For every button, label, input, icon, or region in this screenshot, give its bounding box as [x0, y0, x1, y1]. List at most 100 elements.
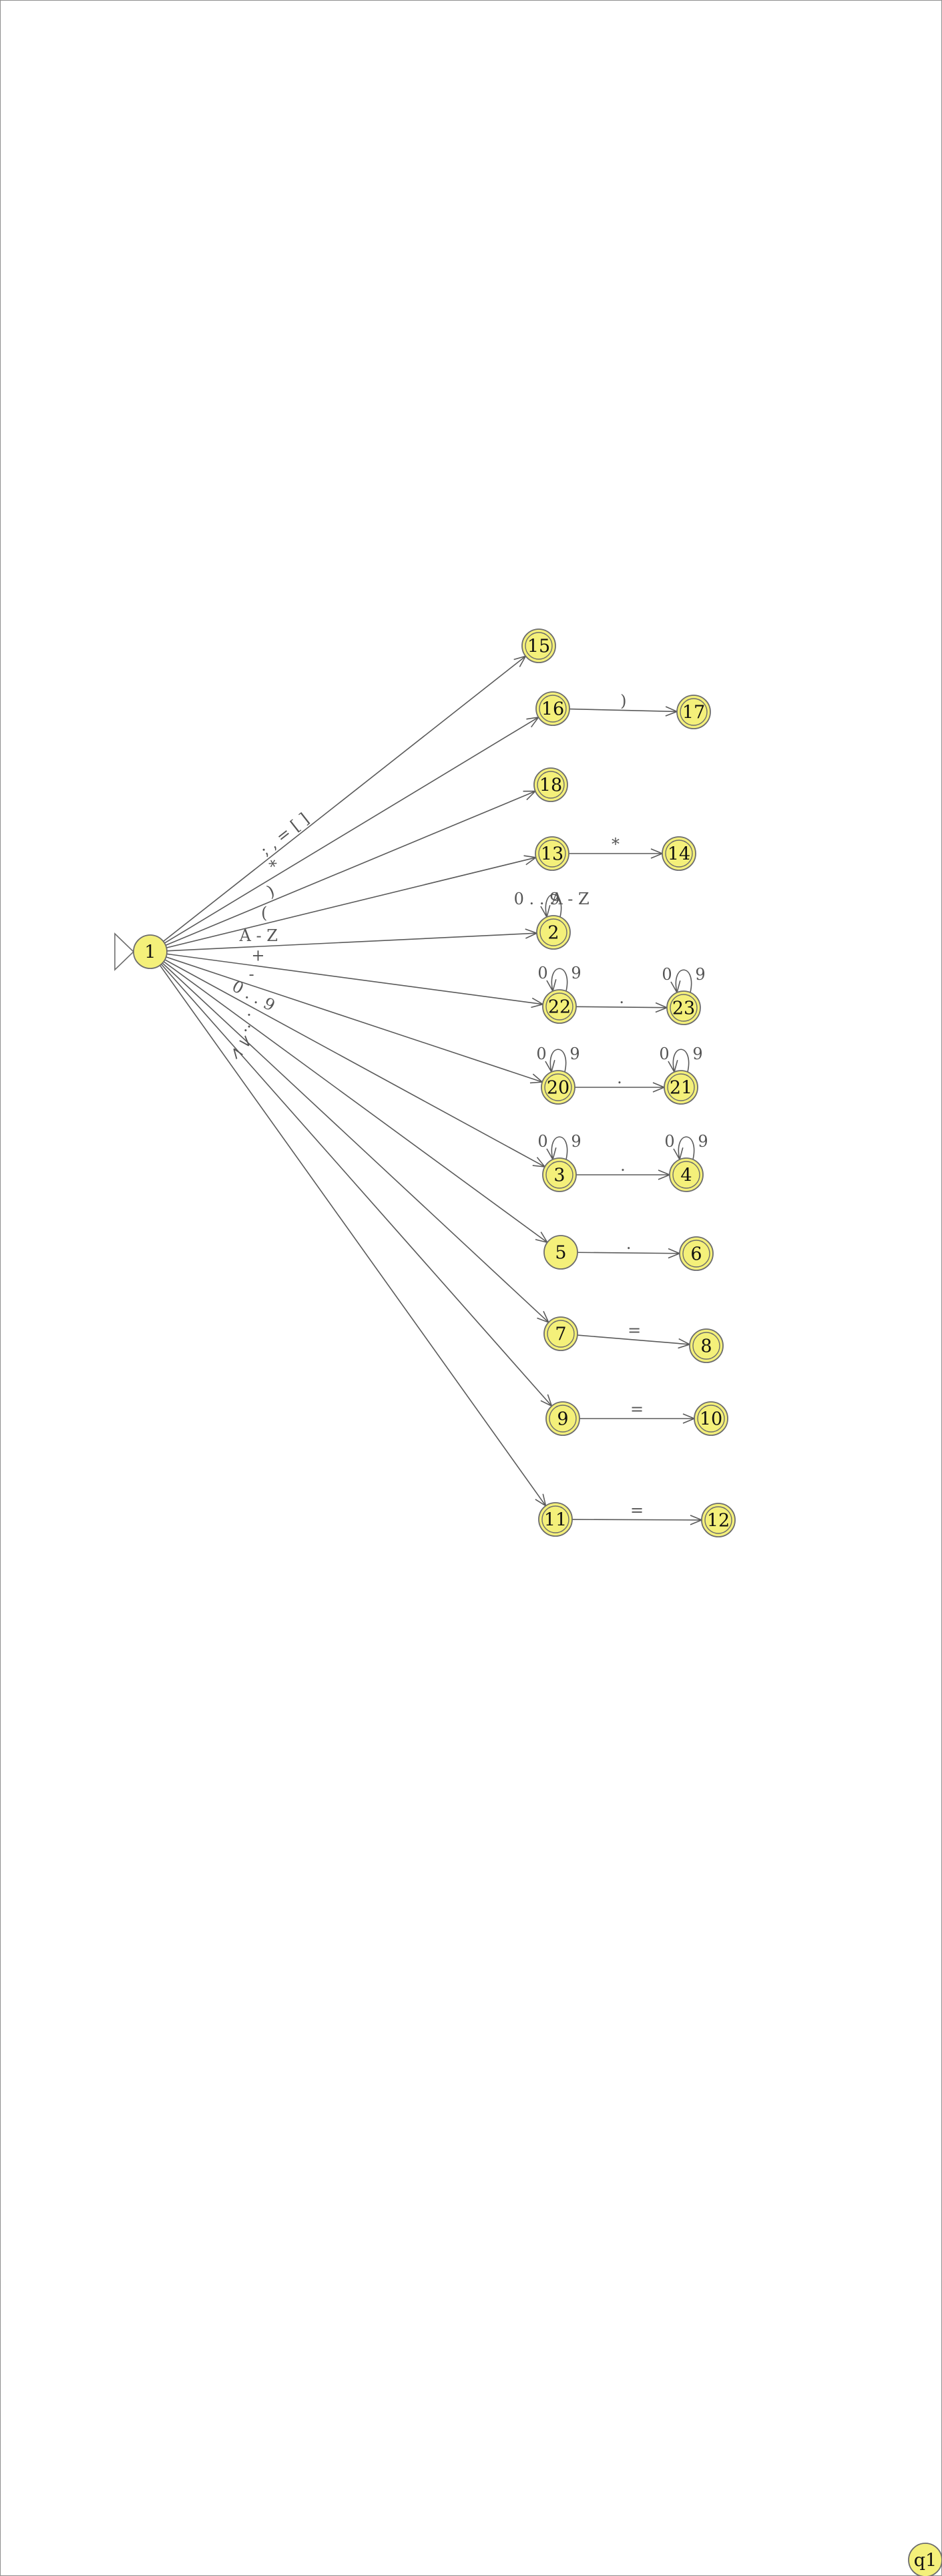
- self-loop-path: [551, 1136, 568, 1160]
- self-loop-label-right: 9: [571, 1132, 581, 1151]
- transition-line: [571, 1519, 702, 1521]
- state-label: 8: [700, 1336, 712, 1357]
- transition-1-to-7[interactable]: [162, 962, 550, 1324]
- transition-1-to-16[interactable]: [164, 716, 540, 944]
- state-circle: [538, 1502, 573, 1537]
- state-circle: [669, 1157, 704, 1192]
- transition-label: .: [617, 1069, 622, 1087]
- self-loop-label-right: 9: [571, 964, 581, 982]
- self-loop-label-right: 9: [698, 1132, 708, 1151]
- transition-label: +: [251, 946, 264, 964]
- start-state-marker-icon: [114, 932, 135, 971]
- self-loop-label-left: 0: [537, 964, 547, 982]
- state-circle: [694, 1401, 728, 1436]
- state-22[interactable]: 22: [542, 989, 577, 1024]
- state-circle: [664, 1070, 698, 1105]
- self-loop-path: [545, 894, 562, 918]
- transition-1-to-15[interactable]: [163, 655, 527, 942]
- state-13[interactable]: 13: [535, 836, 569, 871]
- state-2[interactable]: 2: [536, 915, 571, 950]
- accepting-ring: [667, 1073, 695, 1101]
- transition-label: ): [264, 882, 277, 901]
- state-9[interactable]: 9: [545, 1401, 580, 1436]
- transition-1-to-9[interactable]: [160, 964, 553, 1407]
- state-circle: [676, 695, 711, 729]
- state-11[interactable]: 11: [538, 1502, 573, 1537]
- transition-1-to-11[interactable]: [159, 964, 547, 1507]
- state-8[interactable]: 8: [689, 1328, 724, 1363]
- state-20[interactable]: 20: [541, 1070, 575, 1105]
- state-label: 15: [527, 636, 550, 657]
- state-label: 5: [555, 1243, 566, 1264]
- self-loop-path: [549, 1049, 567, 1073]
- state-circle: [133, 934, 168, 969]
- state-circle: [536, 915, 571, 950]
- self-loop-label-left: 0 . . 9: [514, 890, 560, 908]
- state-circle: [543, 1316, 578, 1351]
- accepting-ring: [537, 771, 565, 799]
- state-16[interactable]: 16: [535, 691, 570, 726]
- state-23[interactable]: 23: [666, 990, 701, 1025]
- state-label: 13: [541, 844, 563, 865]
- transition-label: ; , = [ ]: [256, 809, 312, 860]
- transition-label: *: [612, 835, 620, 854]
- state-14[interactable]: 14: [662, 836, 696, 871]
- state-5[interactable]: 5: [543, 1235, 578, 1270]
- self-loop-path: [551, 968, 568, 992]
- accepting-ring: [665, 840, 693, 868]
- state-7[interactable]: 7: [543, 1316, 578, 1351]
- state-circle: [541, 1070, 575, 1105]
- state-15[interactable]: 15: [521, 628, 556, 663]
- state-circle: [535, 836, 569, 871]
- transition-line: [164, 717, 539, 944]
- transition-line: [569, 708, 678, 713]
- transition-label: =: [628, 1321, 641, 1340]
- self-loop-20[interactable]: [545, 1049, 567, 1074]
- self-loop-label-right: 9: [695, 965, 705, 984]
- self-loop-23[interactable]: [670, 969, 692, 994]
- transition-line: [575, 1006, 668, 1008]
- transition-line: [164, 959, 545, 1167]
- self-loop-4[interactable]: [673, 1136, 695, 1161]
- accepting-ring: [539, 918, 567, 946]
- transition-1-to-5[interactable]: [163, 961, 549, 1244]
- transition-1-to-20[interactable]: [166, 956, 544, 1084]
- state-1[interactable]: 1: [133, 934, 168, 969]
- state-6[interactable]: 6: [679, 1236, 714, 1271]
- self-loop-label-right: 9: [569, 1045, 579, 1063]
- accepting-ring: [525, 632, 553, 660]
- self-loop-3[interactable]: [546, 1136, 568, 1161]
- state-10[interactable]: 10: [694, 1401, 728, 1436]
- state-circle: [679, 1236, 714, 1271]
- transition-1-to-3[interactable]: [164, 959, 546, 1168]
- accepting-ring: [547, 1320, 575, 1348]
- state-4[interactable]: 4: [669, 1157, 704, 1192]
- state-3[interactable]: 3: [542, 1157, 577, 1192]
- transition-1-to-22[interactable]: [166, 953, 545, 1008]
- state-circle: [701, 1503, 736, 1537]
- state-17[interactable]: 17: [676, 695, 711, 729]
- self-loop-21[interactable]: [668, 1049, 690, 1074]
- state-circle: [662, 836, 696, 871]
- transition-label: .: [620, 1156, 626, 1175]
- transition-line: [577, 1334, 690, 1345]
- transition-line: [166, 932, 537, 952]
- self-loop-22[interactable]: [546, 968, 568, 993]
- transition-1-to-13[interactable]: [166, 855, 537, 948]
- transition-1-to-18[interactable]: [165, 790, 537, 946]
- state-18[interactable]: 18: [533, 767, 568, 802]
- transition-label: ): [620, 692, 626, 711]
- state-circle: [908, 2543, 942, 2576]
- state-circle: [543, 1235, 578, 1270]
- transition-label: *: [266, 856, 282, 876]
- state-circle: [545, 1401, 580, 1436]
- accepting-ring: [682, 1240, 710, 1268]
- state-circle: [533, 767, 568, 802]
- state-12[interactable]: 12: [701, 1503, 736, 1537]
- state-21[interactable]: 21: [664, 1070, 698, 1105]
- state-label: 12: [707, 1511, 730, 1531]
- state-q1[interactable]: q1: [908, 2543, 942, 2576]
- transition-1-to-2[interactable]: [166, 928, 539, 952]
